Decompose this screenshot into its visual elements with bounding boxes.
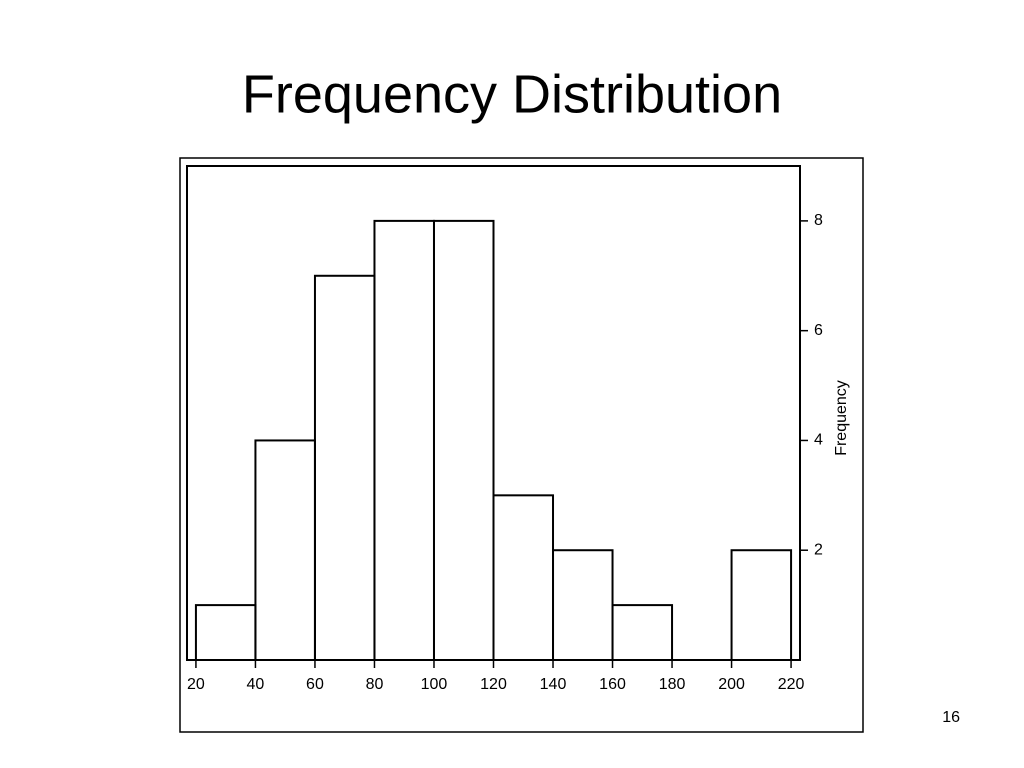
bar <box>373 219 435 661</box>
x-tick-label: 220 <box>778 676 805 693</box>
y-tick-label: 6 <box>814 322 823 339</box>
bar <box>730 549 793 662</box>
x-tick-label: 20 <box>187 676 205 693</box>
x-tick-label: 60 <box>306 676 324 693</box>
x-tick-label: 200 <box>718 676 745 693</box>
bar <box>254 439 316 662</box>
x-tick-label: 80 <box>366 676 384 693</box>
x-tick-label: 120 <box>480 676 507 693</box>
y-tick-label: 8 <box>814 212 823 229</box>
slide-title: Frequency Distribution <box>242 64 782 124</box>
bar <box>194 604 257 661</box>
page-number: 16 <box>942 709 960 726</box>
chart-frame <box>179 157 864 733</box>
y-axis-label: Frequency <box>833 380 850 456</box>
x-tick-label: 40 <box>247 676 265 693</box>
x-tick-label: 160 <box>599 676 626 693</box>
x-tick-label: 100 <box>421 676 448 693</box>
bar <box>313 274 376 661</box>
bar <box>552 549 614 662</box>
y-tick-label: 2 <box>814 541 823 558</box>
bar <box>492 494 555 662</box>
x-tick-label: 180 <box>659 676 686 693</box>
x-tick-label: 140 <box>540 676 567 693</box>
y-tick-label: 4 <box>814 432 823 449</box>
bar <box>432 219 495 661</box>
bar <box>611 604 674 661</box>
